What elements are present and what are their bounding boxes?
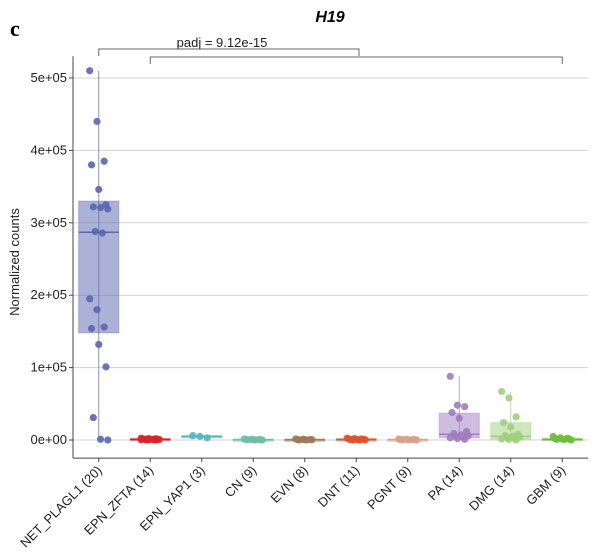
boxes <box>78 70 583 442</box>
grid <box>73 77 588 441</box>
data-point <box>100 323 108 331</box>
data-point <box>361 436 369 444</box>
y-tick-label: 2e+05 <box>30 287 67 302</box>
data-point <box>189 432 197 440</box>
data-point <box>87 324 96 333</box>
data-point <box>89 203 97 211</box>
data-point <box>104 436 112 444</box>
panel-letter: c <box>10 16 20 41</box>
data-point <box>302 436 311 444</box>
data-point <box>258 436 266 444</box>
data-point <box>295 436 303 444</box>
y-tick-label: 5e+05 <box>30 70 67 85</box>
data-point <box>96 435 105 443</box>
chart-title: H19 <box>315 9 344 26</box>
data-point <box>87 161 96 169</box>
data-point <box>453 434 462 443</box>
data-point <box>102 363 110 371</box>
data-point <box>96 203 105 212</box>
data-point <box>308 436 316 444</box>
data-point <box>89 413 97 422</box>
x-tick-label: PGNT (9) <box>364 463 414 513</box>
data-point <box>448 408 456 417</box>
data-point <box>512 436 520 444</box>
data-point <box>398 436 406 444</box>
y-tick-label: 3e+05 <box>30 215 67 230</box>
data-point <box>93 306 101 314</box>
data-point <box>93 117 101 126</box>
x-tick-label: PA (14) <box>425 463 466 504</box>
data-point <box>137 436 145 444</box>
x-tick-label: DMG (14) <box>466 463 517 514</box>
data-point <box>244 436 252 444</box>
data-point <box>98 229 106 237</box>
data-point <box>446 372 454 380</box>
data-point <box>196 432 204 440</box>
box <box>78 200 120 334</box>
data-point <box>95 185 103 194</box>
data-point <box>499 419 508 427</box>
data-point <box>86 295 94 303</box>
data-point <box>104 205 112 213</box>
y-axis: 0e+00 1e+05 2e+05 3e+05 4e+05 5e+05 <box>30 56 74 459</box>
data-point <box>505 394 513 402</box>
y-tick-label: 0e+00 <box>30 432 67 447</box>
data-point <box>560 436 568 444</box>
data-point <box>505 435 513 443</box>
data-point <box>446 434 454 442</box>
data-point <box>349 436 357 444</box>
x-tick-label: EVN (8) <box>268 463 311 506</box>
significance-bracket: padj = 9.12e-15 <box>98 35 563 64</box>
data-point <box>507 423 515 431</box>
y-tick-label: 1e+05 <box>30 360 67 375</box>
data-point <box>86 67 94 75</box>
data-point <box>553 435 561 444</box>
data-point <box>413 436 421 444</box>
data-point <box>405 436 414 444</box>
x-tick-label: CN (9) <box>222 463 260 501</box>
x-tick-label: DNT (11) <box>315 463 363 511</box>
bracket-upper <box>98 48 360 56</box>
data-point <box>91 227 99 236</box>
data-point <box>455 414 463 422</box>
data-point <box>144 436 153 444</box>
data-point <box>100 157 108 165</box>
data-point <box>567 436 575 444</box>
data-point <box>95 340 103 349</box>
bracket-lower <box>149 56 563 64</box>
data-point <box>152 436 160 444</box>
data-point <box>203 434 211 442</box>
y-axis-title: Normalized counts <box>7 208 22 316</box>
significance-label: padj = 9.12e-15 <box>177 35 268 50</box>
points <box>86 67 575 444</box>
data-point <box>461 403 469 411</box>
data-point <box>461 435 469 443</box>
data-point <box>356 436 364 444</box>
y-tick-label: 4e+05 <box>30 142 67 157</box>
data-point <box>512 413 520 421</box>
data-point <box>251 436 259 444</box>
data-point <box>453 401 462 409</box>
data-point <box>498 387 506 396</box>
x-tick-label: GBM (9) <box>523 463 568 508</box>
data-point <box>498 435 506 443</box>
x-axis: NET_PLAGL1 (20)EPN_ZFTA (14)EPN_YAP1 (3)… <box>17 457 588 550</box>
